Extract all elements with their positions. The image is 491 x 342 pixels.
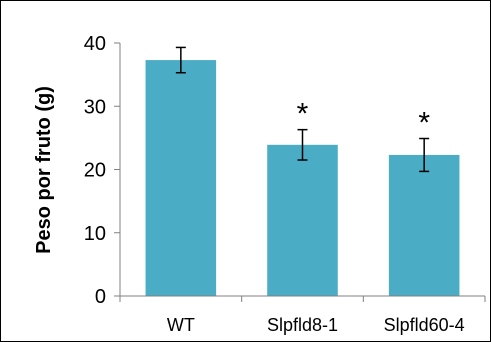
x-axis: WT Slpfld8-1 Slpfld60-4 <box>119 295 486 335</box>
bar-1 <box>267 144 338 296</box>
y-axis: 0 10 20 30 40 <box>84 33 121 308</box>
y-tick-label-3: 30 <box>84 96 106 118</box>
x-tick-label-0: WT <box>167 315 195 335</box>
y-tick-label-1: 10 <box>84 223 106 245</box>
bar-2 <box>388 154 460 296</box>
y-tick-label-4: 40 <box>84 33 106 55</box>
y-tick-label-2: 20 <box>84 160 106 182</box>
x-tick-label-2: Slpfld60-4 <box>384 315 465 335</box>
bar-0 <box>145 60 217 296</box>
x-tick-label-1: Slpfld8-1 <box>267 315 338 335</box>
y-axis-label: Peso por fruto (g) <box>33 86 55 254</box>
significance-marker-1: * <box>297 98 309 131</box>
y-tick-label-0: 0 <box>95 286 106 308</box>
bars: * * <box>145 46 460 296</box>
significance-marker-2: * <box>418 107 430 140</box>
